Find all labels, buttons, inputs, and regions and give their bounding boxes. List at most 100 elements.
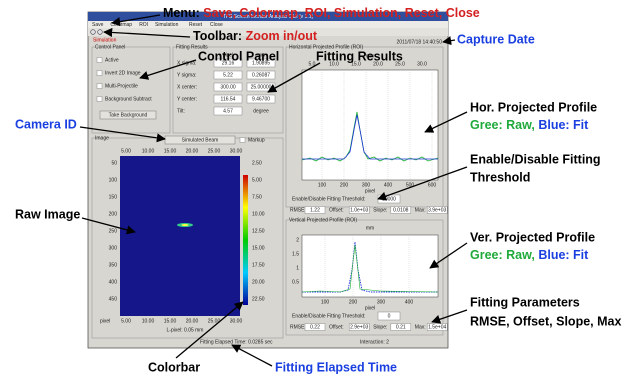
y-tick: 2 bbox=[296, 237, 299, 243]
param-label: RMSE: bbox=[290, 324, 306, 330]
capture-date-annotation: Capture Date bbox=[457, 32, 535, 46]
image-x-tick-bottom: 10.00 bbox=[142, 318, 155, 324]
annotation-label: Menu: bbox=[163, 6, 200, 20]
y-tick: 0.5 bbox=[292, 279, 299, 285]
interaction-count: Interaction: 2 bbox=[360, 339, 389, 345]
image-x-tick: 10.00 bbox=[142, 148, 155, 154]
y-tick: 1.5 bbox=[292, 251, 299, 257]
param-value: 0.0108 bbox=[393, 207, 409, 213]
image-y2-tick: 15.00 bbox=[252, 245, 265, 251]
image-y2-tick: 22.50 bbox=[252, 296, 265, 302]
annotation-detail: Gree: Raw, bbox=[470, 118, 535, 132]
elapsed-time-annotation: Fitting Elapsed Time bbox=[275, 360, 397, 374]
image-y-tick: 450 bbox=[109, 296, 118, 302]
row-label: Y sigma: bbox=[177, 72, 196, 78]
threshold-annotation: Enable/Disable Fitting bbox=[470, 152, 601, 166]
image-x-tick-bottom: 30.00 bbox=[230, 318, 243, 324]
param-label: Offset: bbox=[329, 324, 344, 330]
image-y-tick: 150 bbox=[109, 194, 118, 200]
param-value: 3.9e+03 bbox=[428, 207, 446, 213]
raw-image-annotation: Raw Image bbox=[15, 207, 80, 221]
result-value: 0.26087 bbox=[252, 72, 270, 78]
image-x-tick: 5.00 bbox=[121, 148, 131, 154]
checkbox[interactable] bbox=[97, 58, 102, 63]
elapsed-time: Fitting Elapsed Time: 0.0285 sec bbox=[200, 339, 273, 345]
ver-legend-annotation: Gree: Raw, Blue: Fit bbox=[470, 248, 589, 262]
checkbox[interactable] bbox=[97, 97, 102, 102]
param-label: Offset: bbox=[329, 207, 344, 213]
image-x-tick: 30.00 bbox=[230, 148, 243, 154]
beam-core bbox=[182, 224, 189, 226]
x-tick: 300 bbox=[377, 299, 386, 305]
ver-profile-title: Vertical Projected Profile (ROI) bbox=[289, 217, 357, 223]
toolbar-annotation: Toolbar: Zoom in/out bbox=[193, 29, 318, 43]
annotation-label: Toolbar: bbox=[193, 29, 242, 43]
param-value: 1.22 bbox=[310, 207, 320, 213]
image-x-tick-bottom: 20.00 bbox=[186, 318, 199, 324]
result-value: 4.57 bbox=[223, 108, 233, 114]
raw-image bbox=[120, 156, 240, 316]
param-value: 0.21 bbox=[396, 324, 406, 330]
menu-item[interactable]: Simulation bbox=[155, 22, 179, 28]
menu-item[interactable]: Close bbox=[210, 22, 223, 28]
image-y2-tick: 20.00 bbox=[252, 279, 265, 285]
checkbox[interactable] bbox=[97, 84, 102, 89]
result-value: 300.00 bbox=[220, 84, 236, 90]
fitting-params-annotation: RMSE, Offset, Slope, Max bbox=[470, 314, 621, 328]
param-label: RMSE: bbox=[290, 207, 306, 213]
markup-checkbox[interactable] bbox=[240, 138, 245, 143]
image-x-tick-bottom: 15.00 bbox=[164, 318, 177, 324]
param-label: Slope: bbox=[373, 207, 387, 213]
x-tick: 100 bbox=[318, 182, 327, 188]
result-value: 5.22 bbox=[223, 72, 233, 78]
control-panel-annotation: Control Panel bbox=[198, 49, 279, 63]
annotation-detail: Blue: Fit bbox=[538, 118, 589, 132]
checkbox-label: Active bbox=[105, 57, 119, 63]
image-y-tick: 200 bbox=[109, 211, 118, 217]
menu-item[interactable]: Reset bbox=[189, 22, 203, 28]
image-y-tick: 350 bbox=[109, 262, 118, 268]
checkbox[interactable] bbox=[97, 71, 102, 76]
image-y-tick: 100 bbox=[109, 177, 118, 183]
x-tick: 100 bbox=[321, 299, 330, 305]
colorbar bbox=[243, 175, 248, 305]
menu-annotation: Menu: Save, Colormap, ROI, Simulation, R… bbox=[163, 6, 480, 20]
param-value: 0.22 bbox=[310, 324, 320, 330]
mode-label: Simulation bbox=[93, 37, 117, 43]
param-label: Slope: bbox=[373, 324, 387, 330]
result-value: 25.00000 bbox=[251, 84, 272, 90]
image-y2-tick: 10.00 bbox=[252, 211, 265, 217]
row-label: X center: bbox=[177, 84, 197, 90]
image-y-tick: 400 bbox=[109, 279, 118, 285]
fitting-params-annotation: Fitting Parameters bbox=[470, 295, 580, 309]
axis-label: mm bbox=[366, 225, 374, 231]
x-tick: 400 bbox=[384, 182, 393, 188]
pixel-scale: L-pixel: 0.05 mm bbox=[167, 327, 204, 333]
menu-item[interactable]: Save bbox=[92, 22, 104, 28]
row-label: Tilt: bbox=[177, 108, 185, 114]
image-x-tick: 20.00 bbox=[186, 148, 199, 154]
fitting-results-annotation: Fitting Results bbox=[316, 49, 403, 63]
image-y-tick: 250 bbox=[109, 228, 118, 234]
hor-plot-area bbox=[302, 70, 438, 180]
axis-label: pixel bbox=[365, 188, 375, 194]
image-y-tick: 50 bbox=[111, 160, 117, 166]
image-y2-tick: 5.00 bbox=[252, 177, 262, 183]
menu-item[interactable]: ROI bbox=[139, 22, 148, 28]
x-tick: 600 bbox=[428, 182, 437, 188]
x-tick: 200 bbox=[349, 299, 358, 305]
threshold-label: Enable/Disable Fitting Threshold: bbox=[292, 196, 366, 202]
param-label: Max: bbox=[415, 324, 426, 330]
param-value: 1.5e+04 bbox=[428, 324, 446, 330]
annotation-detail: Gree: Raw, bbox=[470, 248, 535, 262]
result-value: 116.54 bbox=[221, 96, 236, 102]
threshold-label: Enable/Disable Fitting Threshold: bbox=[292, 313, 366, 319]
hor-legend-annotation: Gree: Raw, Blue: Fit bbox=[470, 118, 589, 132]
threshold-annotation: Threshold bbox=[470, 170, 530, 184]
image-y2-tick: 2.50 bbox=[252, 160, 262, 166]
param-label: Max: bbox=[415, 207, 426, 213]
image-y2-tick: 12.50 bbox=[252, 228, 265, 234]
markup-label: Markup bbox=[248, 137, 265, 143]
checkbox-label: Background Subtract bbox=[105, 96, 152, 102]
capture-date: 2011/07/18 14:40:50 bbox=[396, 39, 442, 45]
